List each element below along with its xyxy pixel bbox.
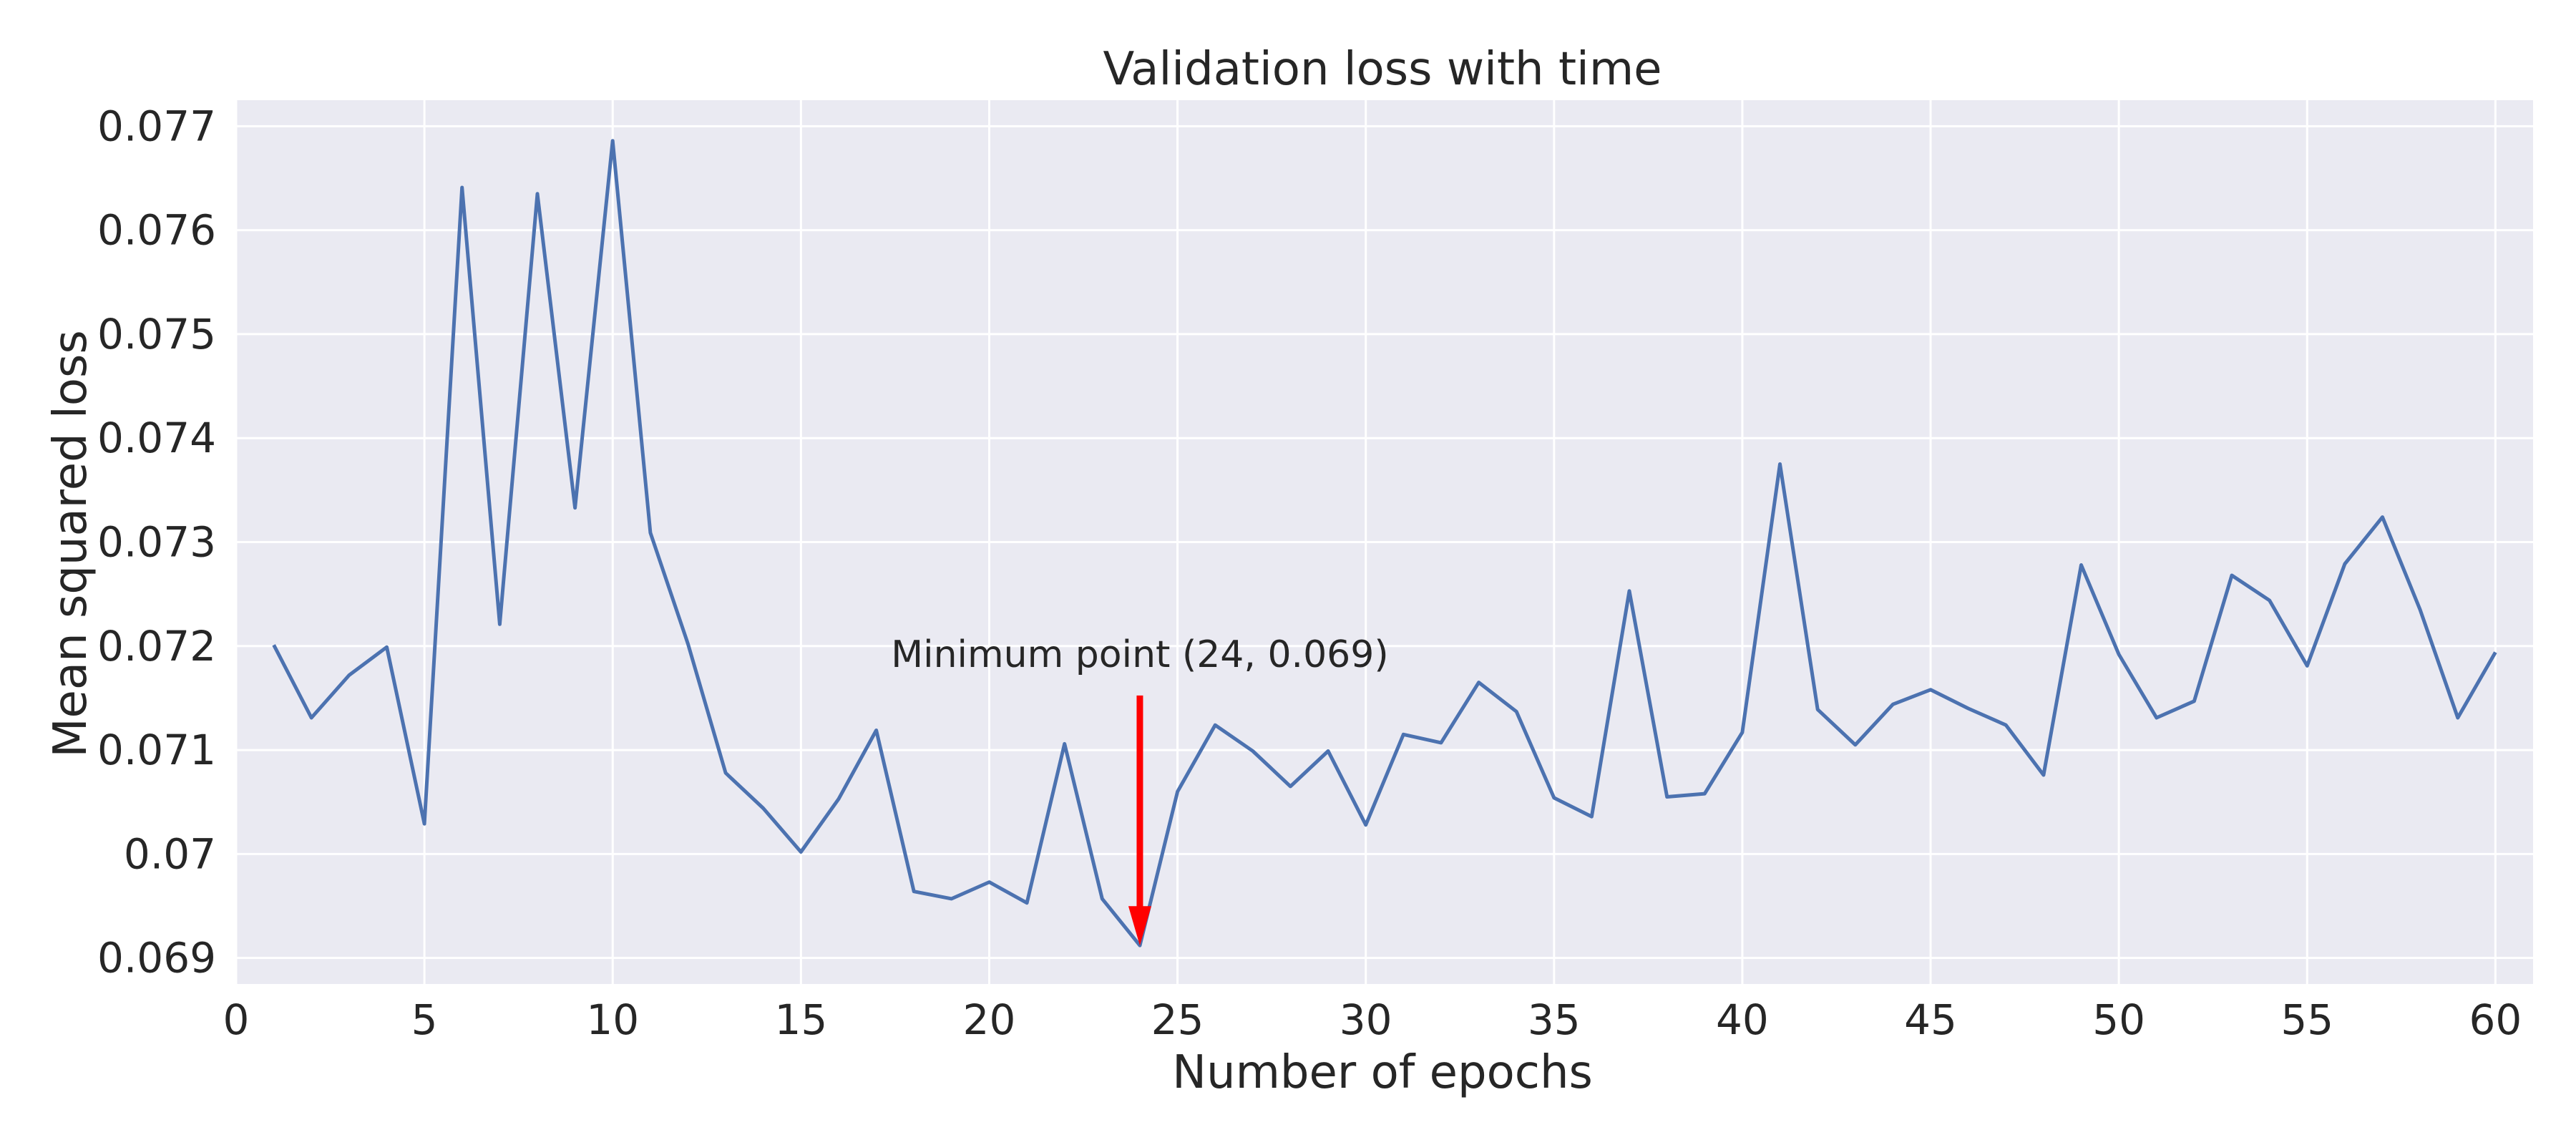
x-axis-ticks: 0 5 10 15 20 25 30 35 40 45 50 55 60	[223, 995, 2522, 1044]
x-tick-label: 10	[586, 995, 639, 1044]
y-tick-label: 0.073	[97, 518, 216, 567]
x-tick-label: 60	[2469, 995, 2522, 1044]
y-axis-ticks: 0.069 0.07 0.071 0.072 0.073 0.074 0.075 0.076 0…	[97, 102, 216, 982]
y-axis-label: Mean squared loss	[44, 330, 97, 757]
x-tick-label: 40	[1716, 995, 1769, 1044]
y-tick-label: 0.072	[97, 622, 216, 671]
annotation-arrow-head	[1128, 906, 1151, 946]
x-tick-label: 0	[223, 995, 250, 1044]
y-tick-label: 0.077	[97, 102, 216, 150]
x-tick-label: 15	[774, 995, 827, 1044]
x-tick-label: 5	[411, 995, 438, 1044]
x-tick-label: 35	[1528, 995, 1581, 1044]
x-tick-label: 30	[1340, 995, 1392, 1044]
y-tick-label: 0.074	[97, 414, 216, 462]
grid-lines	[235, 100, 2533, 984]
x-tick-label: 20	[963, 995, 1016, 1044]
y-tick-label: 0.075	[97, 310, 216, 359]
minimum-annotation: Minimum point (24, 0.069)	[891, 633, 1389, 946]
data-points	[273, 140, 2496, 946]
x-axis-label: Number of epochs	[1172, 1046, 1593, 1099]
chart-title: Validation loss with time	[1103, 43, 1662, 96]
series-line	[272, 139, 2497, 947]
y-tick-label: 0.07	[124, 829, 216, 878]
annotation-label: Minimum point (24, 0.069)	[891, 633, 1388, 676]
y-tick-label: 0.071	[97, 726, 216, 774]
y-tick-label: 0.076	[97, 206, 216, 255]
x-tick-label: 55	[2280, 995, 2333, 1044]
x-tick-label: 45	[1904, 995, 1957, 1044]
x-tick-label: 50	[2092, 995, 2145, 1044]
y-tick-label: 0.069	[97, 934, 216, 983]
x-tick-label: 25	[1151, 995, 1204, 1044]
